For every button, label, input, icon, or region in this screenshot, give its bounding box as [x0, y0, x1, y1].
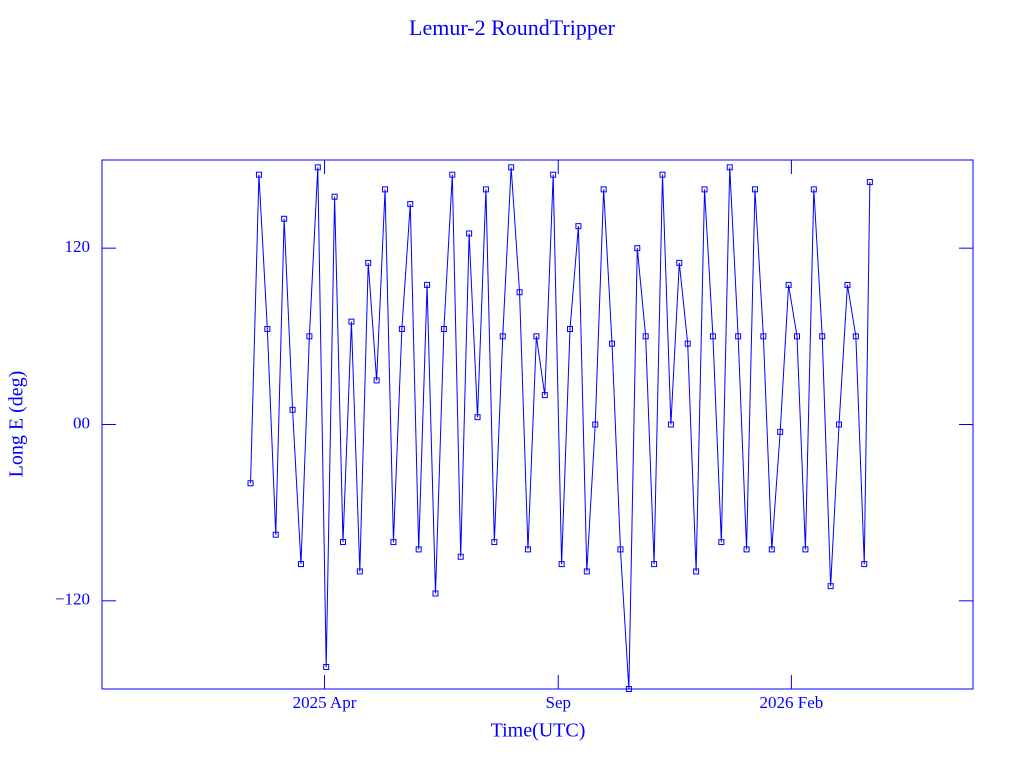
- data-marker: [567, 325, 574, 332]
- data-marker: [651, 561, 658, 568]
- data-marker: [861, 561, 868, 568]
- data-marker: [617, 546, 624, 553]
- data-marker: [516, 289, 523, 296]
- data-marker: [424, 281, 431, 288]
- data-marker: [466, 230, 473, 237]
- data-marker: [726, 164, 733, 171]
- x-tick-label: 2026 Feb: [760, 693, 824, 712]
- data-marker: [743, 546, 750, 553]
- data-marker: [474, 414, 481, 421]
- data-marker: [751, 186, 758, 193]
- data-marker: [407, 201, 414, 208]
- data-marker: [819, 333, 826, 340]
- y-tick-label: −120: [55, 590, 90, 609]
- data-marker: [802, 546, 809, 553]
- data-marker: [768, 546, 775, 553]
- data-marker: [676, 259, 683, 266]
- chart-title: Lemur-2 RoundTripper: [409, 15, 616, 40]
- data-marker: [272, 531, 279, 538]
- data-marker: [592, 421, 599, 428]
- data-marker: [836, 421, 843, 428]
- data-marker: [373, 377, 380, 384]
- y-tick-label: 120: [65, 237, 91, 256]
- data-marker: [297, 561, 304, 568]
- data-marker: [390, 539, 397, 546]
- data-marker: [827, 583, 834, 590]
- data-marker: [457, 553, 464, 560]
- data-marker: [289, 406, 296, 413]
- data-marker: [777, 428, 784, 435]
- data-marker: [583, 568, 590, 575]
- data-marker: [844, 281, 851, 288]
- data-marker: [398, 325, 405, 332]
- data-marker: [382, 186, 389, 193]
- data-marker: [432, 590, 439, 597]
- data-marker: [693, 568, 700, 575]
- x-tick-label: Sep: [545, 693, 571, 712]
- data-marker: [634, 245, 641, 252]
- plot-frame: [101, 159, 974, 690]
- data-marker: [760, 333, 767, 340]
- data-marker: [575, 223, 582, 230]
- x-tick-label: 2025 Apr: [293, 693, 357, 712]
- data-marker: [365, 259, 372, 266]
- data-marker: [735, 333, 742, 340]
- data-marker: [550, 171, 557, 178]
- data-marker: [609, 340, 616, 347]
- data-marker: [440, 325, 447, 332]
- data-marker: [415, 546, 422, 553]
- data-marker: [642, 333, 649, 340]
- data-marker: [491, 539, 498, 546]
- data-marker: [348, 318, 355, 325]
- data-marker: [810, 186, 817, 193]
- data-marker: [340, 539, 347, 546]
- data-marker: [709, 333, 716, 340]
- data-marker: [785, 281, 792, 288]
- data-marker: [247, 480, 254, 487]
- data-marker: [449, 171, 456, 178]
- data-marker: [281, 215, 288, 222]
- x-axis-label: Time(UTC): [491, 720, 586, 742]
- data-marker: [667, 421, 674, 428]
- data-marker: [255, 171, 262, 178]
- data-marker: [508, 164, 515, 171]
- data-marker: [625, 686, 632, 692]
- data-marker: [482, 186, 489, 193]
- y-axis-label: Long E (deg): [6, 371, 28, 478]
- data-marker: [264, 325, 271, 332]
- data-marker: [306, 333, 313, 340]
- data-marker: [558, 561, 565, 568]
- data-line: [250, 167, 871, 690]
- data-marker: [499, 333, 506, 340]
- data-marker: [314, 164, 321, 171]
- data-marker: [524, 546, 531, 553]
- data-marker: [331, 193, 338, 200]
- data-marker: [323, 663, 330, 670]
- data-marker: [718, 539, 725, 546]
- data-marker: [794, 333, 801, 340]
- data-marker: [684, 340, 691, 347]
- data-marker: [533, 333, 540, 340]
- y-tick-label: 00: [73, 413, 90, 432]
- data-marker: [866, 179, 873, 186]
- data-marker: [852, 333, 859, 340]
- data-marker: [701, 186, 708, 193]
- data-marker: [356, 568, 363, 575]
- data-marker: [541, 392, 548, 399]
- data-marker: [659, 171, 666, 178]
- data-marker: [600, 186, 607, 193]
